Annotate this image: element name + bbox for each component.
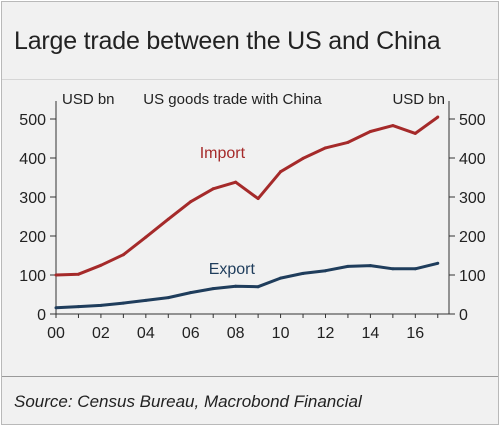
import-data-point xyxy=(99,263,103,267)
x-tick-label: 10 xyxy=(272,325,290,342)
y-tick-label-right: 100 xyxy=(459,268,486,285)
export-data-point xyxy=(121,301,125,305)
export-data-point xyxy=(301,271,305,275)
import-series-line xyxy=(55,115,439,277)
import-data-point xyxy=(121,253,125,257)
export-data-point xyxy=(413,267,417,271)
import-data-point xyxy=(76,272,80,276)
import-data-point xyxy=(211,187,215,191)
x-tick-label: 04 xyxy=(137,325,155,342)
export-data-point xyxy=(436,261,440,265)
source-note: Source: Census Bureau, Macrobond Financi… xyxy=(14,392,362,411)
import-data-point xyxy=(54,273,58,277)
x-tick-label: 06 xyxy=(182,325,200,342)
import-data-point xyxy=(301,156,305,160)
export-data-point xyxy=(279,276,283,280)
x-tick-label: 02 xyxy=(92,325,110,342)
import-data-point xyxy=(234,180,238,184)
import-data-point xyxy=(256,197,260,201)
import-data-point xyxy=(279,170,283,174)
y-tick-label-right: 500 xyxy=(459,112,486,129)
chart-title: Large trade between the US and China xyxy=(14,27,441,55)
import-data-point xyxy=(368,129,372,133)
y-tick-label-right: 300 xyxy=(459,190,486,207)
import-data-point xyxy=(436,115,440,119)
export-data-point xyxy=(99,303,103,307)
y-tick-label-left: 500 xyxy=(19,112,46,129)
y-tick-label-left: 100 xyxy=(19,268,46,285)
import-data-point xyxy=(323,146,327,150)
y-tick-label-left: 400 xyxy=(19,151,46,168)
x-tick-label: 08 xyxy=(227,325,245,342)
x-tick-label: 12 xyxy=(317,325,335,342)
export-data-point xyxy=(211,287,215,291)
chart-subtitle: US goods trade with China xyxy=(143,91,322,108)
y-tick-label-left: 0 xyxy=(37,307,46,324)
export-data-point xyxy=(368,264,372,268)
x-tick-label: 00 xyxy=(47,325,65,342)
import-data-point xyxy=(346,140,350,144)
export-data-point xyxy=(346,264,350,268)
y-tick-label-left: 200 xyxy=(19,229,46,246)
y-tick-label-right: 400 xyxy=(459,151,486,168)
export-series-label: Export xyxy=(209,261,256,278)
export-data-point xyxy=(189,291,193,295)
y-tick-label-right: 0 xyxy=(459,307,468,324)
import-data-point xyxy=(144,235,148,239)
footer-divider xyxy=(2,376,498,377)
y-axis-label-right: USD bn xyxy=(392,91,445,108)
export-data-point xyxy=(391,267,395,271)
import-data-point xyxy=(166,217,170,221)
y-tick-label-right: 200 xyxy=(459,229,486,246)
import-data-point xyxy=(189,200,193,204)
x-tick-label: 14 xyxy=(362,325,380,342)
header-divider xyxy=(2,79,498,80)
import-series-label: Import xyxy=(200,145,246,162)
import-data-point xyxy=(391,124,395,128)
export-data-point xyxy=(323,269,327,273)
export-data-point xyxy=(256,285,260,289)
y-tick-label-left: 300 xyxy=(19,190,46,207)
y-axis-label-left: USD bn xyxy=(62,91,115,108)
export-data-point xyxy=(144,298,148,302)
export-data-point xyxy=(54,306,58,310)
export-data-point xyxy=(234,284,238,288)
x-tick-label: 16 xyxy=(406,325,424,342)
export-data-point xyxy=(166,296,170,300)
import-data-point xyxy=(413,131,417,135)
export-data-point xyxy=(76,305,80,309)
export-series-line xyxy=(55,261,439,310)
